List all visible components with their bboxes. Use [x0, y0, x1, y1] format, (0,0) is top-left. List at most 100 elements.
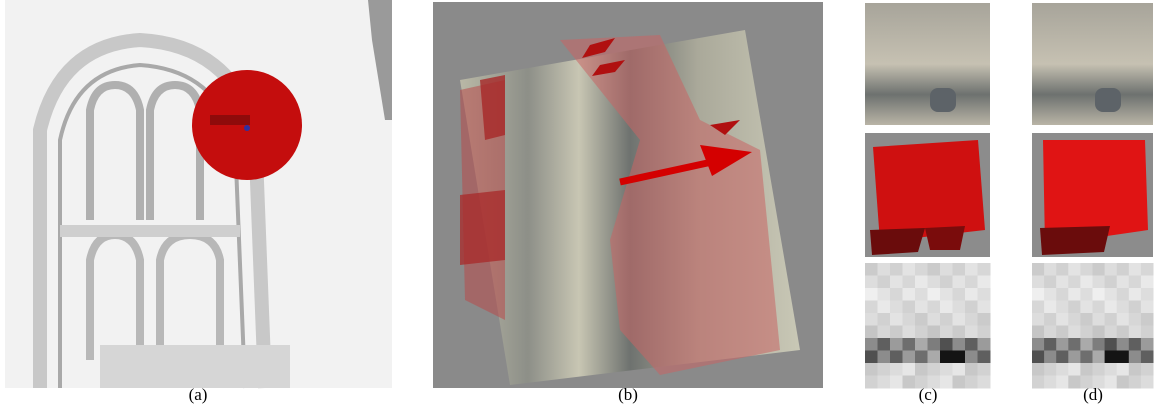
depth-cell — [1105, 338, 1118, 351]
depth-cell — [1093, 363, 1106, 376]
depth-cell — [890, 351, 903, 364]
depth-cell — [965, 326, 978, 339]
depth-cell — [1129, 338, 1142, 351]
depth-cell — [890, 301, 903, 314]
depth-cell — [878, 313, 891, 326]
depth-cell — [965, 276, 978, 289]
depth-cell — [940, 301, 953, 314]
depth-cell — [928, 326, 941, 339]
depth-cell — [1044, 376, 1057, 389]
depth-cell — [978, 263, 991, 276]
depth-cell — [1117, 288, 1130, 301]
depth-cell — [978, 301, 991, 314]
depth-cell — [903, 301, 916, 314]
depth-cell — [1105, 276, 1118, 289]
depth-cell — [890, 288, 903, 301]
depth-cell — [953, 338, 966, 351]
depth-cell — [1080, 276, 1093, 289]
depth-cell — [915, 288, 928, 301]
depth-cell — [1056, 376, 1069, 389]
depth-cell — [928, 276, 941, 289]
depth-cell — [890, 276, 903, 289]
depth-cell — [1032, 376, 1045, 389]
depth-cell — [1141, 376, 1154, 389]
caption: (d) — [1083, 385, 1103, 404]
depth-cell — [1129, 376, 1142, 389]
depth-cell — [1080, 351, 1093, 364]
depth-cell — [903, 351, 916, 364]
depth-cell — [890, 338, 903, 351]
depth-cell — [1044, 288, 1057, 301]
depth-cell — [1032, 313, 1045, 326]
center-point — [244, 125, 250, 131]
depth-cell — [865, 276, 878, 289]
depth-cell — [1044, 351, 1057, 364]
depth-cell — [903, 338, 916, 351]
depth-cell — [965, 288, 978, 301]
panel-b: (b) — [433, 2, 823, 404]
depth-cell — [1080, 338, 1093, 351]
depth-cell — [1129, 288, 1142, 301]
depth-cell — [1044, 301, 1057, 314]
depth-cell — [1093, 351, 1106, 364]
depth-cell — [878, 338, 891, 351]
depth-cell — [878, 263, 891, 276]
depth-cell — [1105, 326, 1118, 339]
depth-cell — [1117, 376, 1130, 389]
depth-cell — [890, 326, 903, 339]
depth-cell — [1141, 326, 1154, 339]
depth-cell — [1129, 301, 1142, 314]
depth-cell — [1093, 313, 1106, 326]
depth-cell — [865, 288, 878, 301]
depth-cell — [953, 376, 966, 389]
base — [100, 345, 290, 388]
depth-cell — [940, 313, 953, 326]
depth-cell — [1129, 313, 1142, 326]
depth-cell — [978, 376, 991, 389]
red-blob — [873, 140, 985, 242]
depth-cell — [1032, 263, 1045, 276]
depth-cell — [865, 338, 878, 351]
depth-cell — [1117, 276, 1130, 289]
texture-patch — [1032, 3, 1153, 125]
caption: (b) — [618, 385, 638, 404]
depth-cell — [1044, 313, 1057, 326]
depth-cell — [1056, 288, 1069, 301]
depth-cell — [978, 276, 991, 289]
red-blob-shade — [1040, 226, 1110, 255]
depth-cell — [1129, 363, 1142, 376]
depth-cell — [1080, 288, 1093, 301]
depth-cell — [915, 313, 928, 326]
depth-cell — [903, 288, 916, 301]
depth-cell — [903, 326, 916, 339]
depth-cell — [928, 351, 941, 364]
depth-cell — [878, 376, 891, 389]
depth-cell — [878, 326, 891, 339]
depth-cell — [953, 363, 966, 376]
depth-cell — [1105, 313, 1118, 326]
depth-cell — [965, 363, 978, 376]
depth-cell — [1068, 363, 1081, 376]
depth-cell — [1093, 301, 1106, 314]
depth-cell — [915, 263, 928, 276]
depth-cell — [1068, 376, 1081, 389]
depth-cell — [940, 288, 953, 301]
depth-cell — [1056, 263, 1069, 276]
depth-cell — [1032, 338, 1045, 351]
depth-cell — [965, 263, 978, 276]
depth-cell — [1117, 313, 1130, 326]
depth-cell — [1044, 338, 1057, 351]
depth-cell — [1105, 263, 1118, 276]
depth-cell — [1068, 301, 1081, 314]
panel-a: (a) — [5, 0, 392, 404]
depth-cell — [878, 351, 891, 364]
depth-cell — [1056, 313, 1069, 326]
depth-cell — [1117, 301, 1130, 314]
depth-cell — [903, 263, 916, 276]
depth-cell — [978, 363, 991, 376]
depth-cell — [940, 276, 953, 289]
depth-cell — [928, 288, 941, 301]
red-patch — [460, 190, 505, 265]
depth-cell — [1093, 338, 1106, 351]
depth-cell — [953, 313, 966, 326]
